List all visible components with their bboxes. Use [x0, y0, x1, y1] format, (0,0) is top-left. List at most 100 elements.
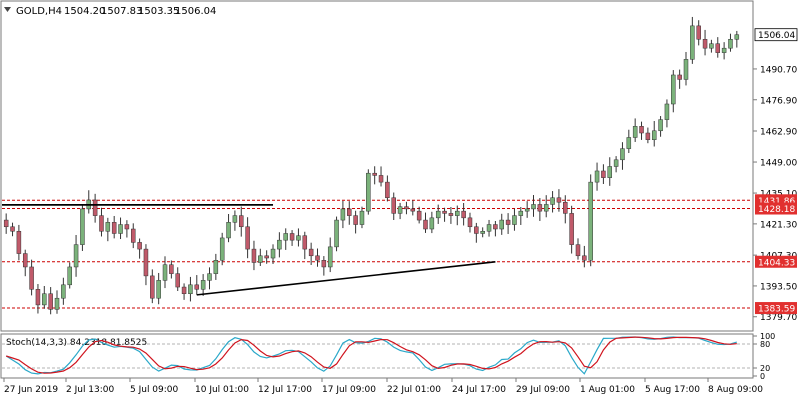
candle-63	[404, 201, 409, 215]
candle-body	[258, 255, 263, 263]
time-tick-label-11: 8 Aug 09:00	[708, 385, 763, 395]
candle-35	[226, 213, 231, 243]
candle-body	[219, 237, 225, 261]
candle-body	[366, 172, 371, 212]
candle-body	[575, 244, 581, 257]
time-tick-label-4: 12 Jul 17:00	[258, 385, 312, 395]
candle-body	[715, 43, 721, 53]
candle-body	[67, 266, 72, 286]
candles	[3, 16, 740, 315]
candle-body	[613, 159, 619, 167]
candle-16	[105, 217, 111, 242]
candle-body	[188, 284, 193, 294]
main-chart-frame	[0, 0, 754, 332]
candle-body	[194, 284, 200, 290]
time-tick-label-3: 10 Jul 01:00	[195, 385, 249, 395]
candle-107	[683, 51, 689, 86]
candle-7	[48, 287, 53, 315]
candle-body	[213, 260, 219, 274]
candle-11	[73, 234, 79, 277]
candle-body	[315, 255, 320, 261]
candle-10	[67, 262, 72, 289]
price-tick-label-0: 1379.70	[760, 313, 797, 323]
stochastic-frame	[0, 333, 754, 379]
horizontal-levels[interactable]	[2, 199, 752, 309]
candle-body	[340, 208, 346, 221]
candle-71	[455, 205, 460, 226]
candle-body	[620, 148, 625, 161]
candle-body	[404, 206, 409, 210]
candle-28	[181, 283, 187, 300]
candle-body	[416, 210, 422, 221]
candle-body	[397, 206, 403, 214]
candle-body	[664, 103, 670, 120]
candle-body	[137, 242, 142, 250]
candle-body	[48, 293, 53, 310]
level-tag-1: 1428.18	[758, 205, 795, 215]
candle-57	[366, 169, 371, 215]
candle-105	[671, 70, 676, 113]
candle-98	[626, 129, 632, 154]
candle-15	[99, 207, 104, 237]
candle-111	[709, 39, 714, 53]
level-tag-0: 1431.86	[758, 197, 795, 207]
level-tag-bg-3	[755, 302, 797, 315]
candle-body	[486, 224, 492, 232]
candle-36	[232, 210, 238, 231]
stoch-signal-line	[6, 336, 737, 374]
candle-32	[207, 267, 212, 290]
level-tag-bg-2	[755, 255, 797, 268]
candle-body	[588, 181, 593, 261]
candle-22	[143, 244, 149, 286]
stoch-tick-label-0: 100	[760, 332, 775, 341]
header-high: 1507.83	[101, 6, 142, 17]
candle-8	[54, 290, 60, 314]
candle-38	[245, 217, 250, 259]
candle-body	[435, 210, 441, 219]
support-trendline[interactable]	[196, 261, 496, 296]
candle-body	[251, 248, 257, 263]
candle-body	[162, 264, 168, 281]
header-close: 1506.04	[175, 6, 216, 17]
price-tick-label-6: 1462.90	[760, 128, 797, 138]
candle-body	[321, 260, 327, 268]
collapse-triangle-icon[interactable]	[4, 7, 11, 12]
candle-body	[391, 197, 396, 214]
candle-body	[359, 210, 365, 225]
candle-body	[721, 47, 727, 53]
candle-body	[543, 204, 549, 212]
candle-body	[702, 39, 708, 49]
candle-91	[582, 245, 587, 268]
candle-82	[524, 201, 530, 218]
level-tag-bg-1	[755, 202, 797, 215]
candle-body	[10, 226, 15, 232]
candle-50	[321, 256, 327, 276]
candle-body	[42, 293, 47, 306]
candle-44	[283, 228, 288, 250]
price-tick-label-7: 1476.90	[760, 96, 797, 106]
candle-56	[359, 206, 365, 229]
trendlines[interactable]	[2, 203, 496, 296]
candle-108	[690, 16, 695, 64]
header-open: 1504.20	[64, 6, 105, 17]
candle-body	[302, 235, 308, 250]
candle-body	[232, 215, 238, 223]
candle-65	[416, 206, 422, 224]
time-tick-label-10: 5 Aug 17:00	[645, 385, 700, 395]
candle-59	[378, 166, 384, 187]
candle-body	[239, 215, 244, 228]
candle-30	[194, 275, 200, 295]
price-tick-label-5: 1449.00	[760, 159, 797, 169]
stoch-tick-label-3: 0	[760, 372, 765, 381]
candle-body	[442, 210, 447, 214]
candle-43	[277, 232, 282, 258]
candle-body	[270, 248, 276, 259]
candle-body	[658, 119, 663, 132]
candle-103	[658, 116, 663, 137]
current-price-tag-bg	[754, 28, 798, 42]
candle-body	[169, 264, 174, 274]
candle-body	[118, 224, 123, 234]
candle-21	[137, 238, 142, 259]
